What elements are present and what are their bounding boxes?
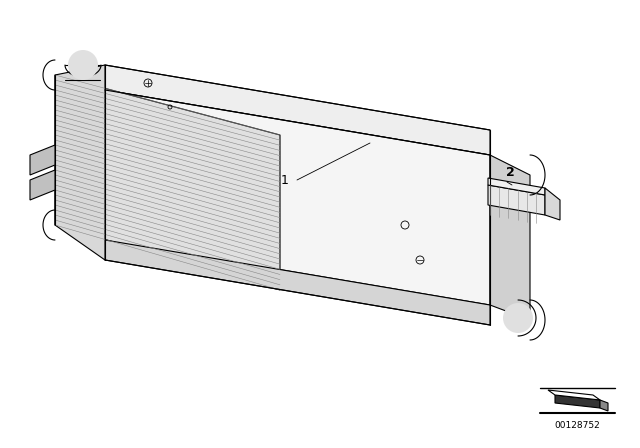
Polygon shape — [548, 390, 600, 400]
Polygon shape — [555, 395, 600, 408]
Polygon shape — [105, 65, 490, 155]
Polygon shape — [600, 400, 608, 411]
Text: 00128752: 00128752 — [554, 421, 600, 430]
Text: 1: 1 — [281, 173, 289, 186]
Polygon shape — [55, 75, 280, 290]
Polygon shape — [105, 240, 490, 325]
Circle shape — [68, 50, 98, 80]
Polygon shape — [488, 185, 545, 215]
Polygon shape — [488, 178, 545, 195]
Polygon shape — [30, 170, 55, 200]
Text: 2: 2 — [506, 165, 515, 178]
Polygon shape — [490, 155, 530, 320]
Polygon shape — [105, 90, 490, 305]
Polygon shape — [545, 188, 560, 220]
Polygon shape — [30, 145, 55, 175]
Polygon shape — [55, 65, 105, 260]
Circle shape — [503, 303, 533, 333]
